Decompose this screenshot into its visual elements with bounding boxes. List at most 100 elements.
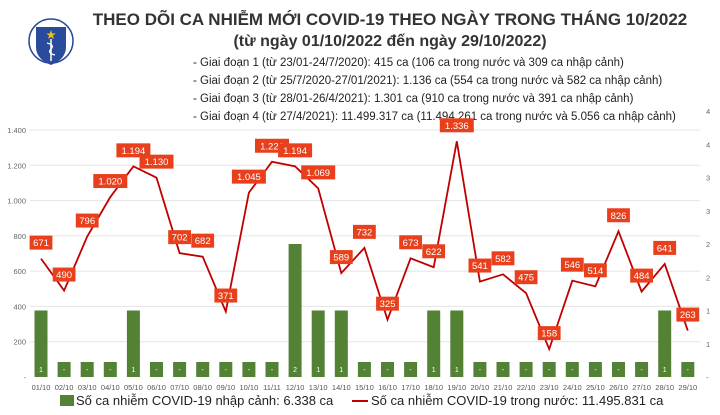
data-label-27/10: 484 [634, 271, 650, 282]
chart-subtitle: (từ ngày 01/10/2022 đến ngày 29/10/2022) [233, 33, 547, 50]
left-axis-tick-label: 1.400 [7, 126, 26, 135]
data-label-box [214, 288, 238, 303]
data-label-box [439, 118, 474, 133]
bar-value-label: - [178, 367, 181, 374]
data-label-24/10: 546 [564, 260, 580, 271]
bar-value-label: - [386, 367, 389, 374]
x-axis-tick-label: 25/10 [586, 383, 605, 392]
data-label-box [75, 213, 99, 228]
data-label-15/10: 732 [356, 227, 372, 238]
data-label-box [231, 169, 266, 184]
x-axis-tick-label: 29/10 [678, 383, 697, 392]
data-label-box [584, 263, 607, 278]
data-label-box [422, 244, 446, 259]
bar-09/10 [219, 362, 233, 377]
bar-value-label: - [617, 367, 620, 374]
bar-25/10 [588, 362, 602, 377]
bar-value-label: 1 [131, 367, 135, 374]
x-axis-tick-label: 24/10 [563, 383, 582, 392]
bar-value-label: - [202, 367, 205, 374]
bar-value-label: - [248, 367, 251, 374]
data-label-box [653, 240, 677, 255]
bar-value-label: - [594, 367, 597, 374]
bar-21/10 [496, 362, 510, 377]
bar-28/10 [658, 310, 672, 377]
x-axis-tick-label: 07/10 [170, 383, 189, 392]
bar-value-label: - [63, 367, 66, 374]
data-label-22/10: 475 [518, 273, 534, 284]
legend-bar-label: Số ca nhiễm COVID-19 nhập cảnh: 6.338 ca [76, 393, 334, 408]
data-label-box [607, 208, 630, 223]
x-axis-tick-label: 22/10 [517, 383, 536, 392]
data-label-01/10: 671 [33, 238, 49, 249]
legend-bar-swatch [60, 395, 74, 406]
bar-value-label: 1 [39, 367, 43, 374]
bar-18/10 [427, 310, 441, 377]
data-label-28/10: 641 [657, 243, 673, 254]
data-label-box [514, 270, 538, 285]
data-label-box [329, 250, 353, 265]
data-label-10/10: 1.045 [237, 172, 261, 183]
data-label-17/10: 673 [403, 238, 419, 249]
x-axis-tick-label: 05/10 [124, 383, 143, 392]
x-axis-tick-label: 11/11 [263, 383, 281, 392]
x-axis-tick-label: 06/10 [147, 383, 166, 392]
right-axis-tick-label: 2 [706, 273, 710, 282]
data-label-box [191, 233, 215, 248]
phase-1-text: - Giai đoạn 1 (từ 23/01-24/7/2020): 415 … [193, 57, 624, 69]
bar-17/10 [404, 362, 418, 377]
x-axis-tick-label: 04/10 [101, 383, 120, 392]
data-label-box [676, 307, 700, 322]
data-label-box [278, 143, 313, 158]
right-axis-tick-label: 1 [706, 307, 710, 316]
data-label-box [537, 326, 561, 341]
right-axis-tick-label: 4 [706, 107, 710, 116]
bar-value-label: - [548, 367, 551, 374]
x-axis-tick-label: 16/10 [378, 383, 397, 392]
chart-title: THEO DÕI CA NHIỄM MỚI COVID-19 THEO NGÀY… [92, 10, 688, 29]
bar-20/10 [473, 362, 487, 377]
bar-value-label: - [109, 367, 112, 374]
data-label-02/10: 490 [56, 270, 72, 281]
x-axis-tick-label: 12/10 [286, 383, 305, 392]
x-axis-tick-label: 17/10 [401, 383, 420, 392]
data-label-23/10: 158 [541, 329, 557, 340]
data-label-21/10: 582 [495, 254, 511, 265]
data-label-26/10: 826 [611, 211, 627, 222]
x-axis-tick-label: 23/10 [540, 383, 559, 392]
bar-10/10 [242, 362, 256, 377]
x-axis-tick-label: 19/10 [447, 383, 466, 392]
bar-value-label: - [687, 367, 690, 374]
left-axis-tick-label: - [24, 373, 27, 382]
x-axis-tick-label: 15/10 [355, 383, 374, 392]
data-label-29/10: 263 [680, 310, 696, 321]
data-label-16/10: 325 [380, 299, 396, 310]
right-axis-tick-label: - [706, 373, 709, 382]
bar-value-label: - [571, 367, 574, 374]
legend-line-swatch [352, 399, 368, 402]
right-axis-tick-label: 2 [706, 240, 710, 249]
bar-26/10 [612, 362, 625, 377]
bar-19/10 [450, 310, 464, 377]
data-label-box [52, 267, 76, 282]
x-axis-tick-label: 10/10 [240, 383, 259, 392]
data-label-box [353, 224, 376, 239]
data-label-14/10: 589 [333, 253, 349, 264]
bar-value-label: - [225, 367, 228, 374]
domestic-cases-line [40, 141, 689, 352]
bar-02/10 [57, 362, 71, 377]
data-label-box [29, 235, 53, 250]
data-label-09/10: 371 [218, 291, 234, 302]
data-label-box [399, 235, 422, 250]
bar-value-label: - [640, 367, 643, 374]
phase-4-text: - Giai đoạn 4 (từ 27/4/2021): 11.499.317… [193, 111, 676, 123]
data-label-04/10: 1.020 [98, 177, 122, 188]
data-label-13/10: 1.069 [306, 168, 330, 179]
left-axis-tick-label: 1.200 [7, 161, 26, 170]
bar-value-label: - [479, 367, 482, 374]
x-axis-tick-label: 03/10 [78, 383, 97, 392]
data-label-20/10: 541 [472, 261, 488, 272]
data-label-19/10: 1.336 [445, 121, 469, 132]
bar-15/10 [357, 362, 371, 377]
bar-13/10 [311, 310, 325, 377]
